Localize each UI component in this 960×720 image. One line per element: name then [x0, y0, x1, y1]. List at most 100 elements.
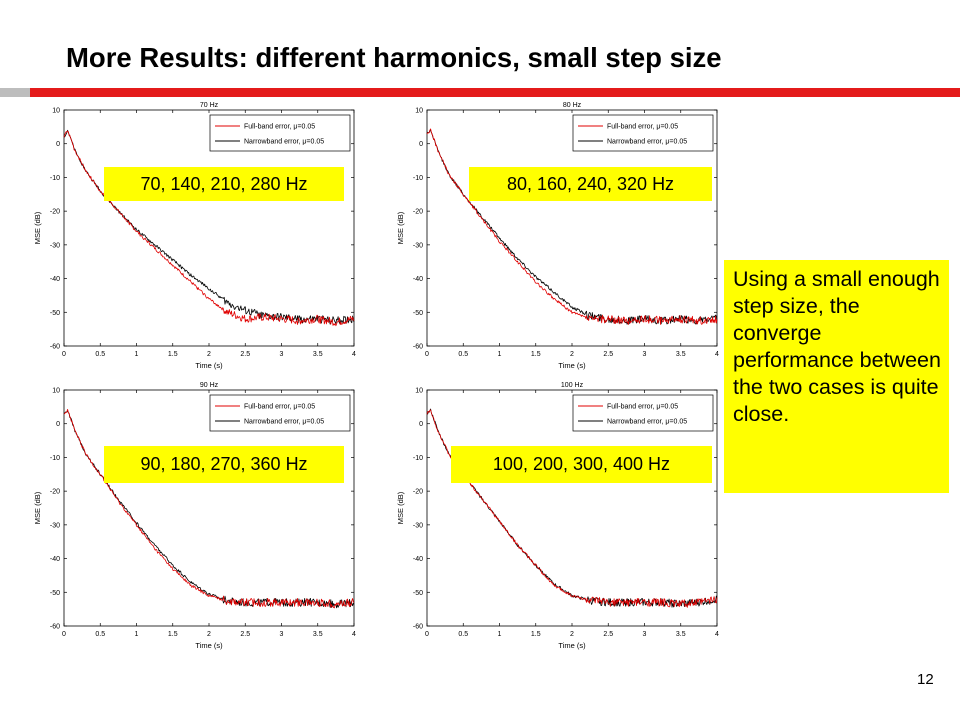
x-tick-label: 1	[498, 631, 502, 638]
legend-label-narrowband: Narrowband error, μ=0.05	[607, 419, 687, 426]
chart-svg: 80 Hz 0 0.5 1 1.5 2 2.5 3 3.5 4 10 0 -10 -20 -30 -40 -50…	[396, 102, 719, 370]
harmonics-label-80hz: 80, 160, 240, 320 Hz	[469, 167, 712, 201]
y-tick-label: -40	[50, 276, 60, 283]
harmonics-label-90hz: 90, 180, 270, 360 Hz	[104, 446, 344, 483]
x-tick-label: 1.5	[531, 351, 541, 358]
x-tick-label: 3	[280, 631, 284, 638]
legend-box	[209, 114, 351, 152]
y-tick-label: 0	[56, 141, 60, 148]
x-axis-label: Time (s)	[558, 361, 586, 370]
legend-box	[572, 114, 714, 152]
x-tick-label: 3.5	[313, 631, 323, 638]
x-tick-label: 4	[715, 631, 719, 638]
x-tick-label: 0.5	[95, 631, 105, 638]
page-number: 12	[917, 671, 934, 688]
x-tick-label: 3	[643, 351, 647, 358]
x-tick-label: 1.5	[531, 631, 541, 638]
x-axis-label: Time (s)	[558, 641, 586, 650]
x-tick-label: 4	[352, 631, 356, 638]
chart-70hz: 70 Hz 0 0.5 1 1.5 2 2.5 3 3.5 4 10 0 -10 -20 -30 -40 -50…	[30, 98, 360, 378]
harmonics-label-70hz: 70, 140, 210, 280 Hz	[104, 167, 344, 201]
series-line-narrowband	[426, 408, 718, 608]
x-tick-label: 0.5	[95, 351, 105, 358]
y-tick-label: -50	[50, 310, 60, 317]
y-tick-label: -40	[50, 556, 60, 563]
y-tick-label: -60	[50, 344, 60, 351]
series-line-full-band	[63, 408, 355, 609]
chart-svg: 100 Hz 0 0.5 1 1.5 2 2.5 3 3.5 4 10 0 -10 -20 -30 -40 -5…	[396, 382, 719, 650]
y-axis-label: MSE (dB)	[33, 211, 42, 244]
legend-label-full-band: Full-band error, μ=0.05	[607, 124, 678, 131]
series-line-full-band	[426, 128, 718, 325]
x-tick-label: 2.5	[240, 351, 250, 358]
x-tick-label: 2	[207, 631, 211, 638]
y-tick-label: -50	[50, 590, 60, 597]
x-axis-label: Time (s)	[195, 641, 223, 650]
x-tick-label: 0.5	[458, 631, 468, 638]
x-tick-label: 2.5	[603, 351, 613, 358]
y-tick-label: -10	[50, 175, 60, 182]
y-tick-label: -20	[50, 489, 60, 496]
x-tick-label: 1	[135, 351, 139, 358]
legend-box	[209, 394, 351, 432]
y-tick-label: -20	[413, 489, 423, 496]
y-tick-label: -60	[413, 344, 423, 351]
legend-label-full-band: Full-band error, μ=0.05	[607, 404, 678, 411]
x-tick-label: 2	[207, 351, 211, 358]
harmonics-label-100hz: 100, 200, 300, 400 Hz	[451, 446, 712, 483]
y-axis-label: MSE (dB)	[396, 211, 405, 244]
chart-90hz: 90 Hz 0 0.5 1 1.5 2 2.5 3 3.5 4 10 0 -10 -20 -30 -40 -50…	[30, 378, 360, 658]
legend-label-full-band: Full-band error, μ=0.05	[244, 124, 315, 131]
x-tick-label: 0.5	[458, 351, 468, 358]
x-tick-label: 0	[62, 351, 66, 358]
legend-label-full-band: Full-band error, μ=0.05	[244, 404, 315, 411]
chart-title: 100 Hz	[561, 382, 584, 389]
y-tick-label: 0	[56, 421, 60, 428]
y-tick-label: -30	[413, 242, 423, 249]
y-tick-label: 10	[415, 108, 423, 115]
x-tick-label: 2.5	[240, 631, 250, 638]
chart-title: 70 Hz	[200, 102, 219, 109]
x-tick-label: 0	[425, 351, 429, 358]
y-tick-label: 10	[415, 388, 423, 395]
y-tick-label: 0	[419, 421, 423, 428]
legend-label-narrowband: Narrowband error, μ=0.05	[244, 139, 324, 146]
title-rule	[30, 88, 960, 97]
y-tick-label: -10	[413, 455, 423, 462]
chart-100hz: 100 Hz 0 0.5 1 1.5 2 2.5 3 3.5 4 10 0 -10 -20 -30 -40 -5…	[393, 378, 723, 658]
chart-legend: Full-band error, μ=0.05 Narrowband error,…	[572, 114, 714, 152]
y-tick-label: -30	[50, 242, 60, 249]
x-tick-label: 4	[715, 351, 719, 358]
y-tick-label: -30	[50, 522, 60, 529]
x-tick-label: 1.5	[168, 351, 178, 358]
title-rule-cap	[0, 88, 30, 97]
x-tick-label: 2	[570, 351, 574, 358]
x-tick-label: 4	[352, 351, 356, 358]
chart-svg: 90 Hz 0 0.5 1 1.5 2 2.5 3 3.5 4 10 0 -10 -20 -30 -40 -50…	[33, 382, 356, 650]
chart-title: 90 Hz	[200, 382, 219, 389]
y-tick-label: -60	[50, 624, 60, 631]
y-tick-label: -10	[413, 175, 423, 182]
legend-label-narrowband: Narrowband error, μ=0.05	[607, 139, 687, 146]
chart-legend: Full-band error, μ=0.05 Narrowband error,…	[572, 394, 714, 432]
y-tick-label: -20	[413, 209, 423, 216]
x-tick-label: 2.5	[603, 631, 613, 638]
y-tick-label: 10	[52, 108, 60, 115]
x-axis-label: Time (s)	[195, 361, 223, 370]
x-tick-label: 3.5	[313, 351, 323, 358]
x-tick-label: 3	[280, 351, 284, 358]
x-tick-label: 1.5	[168, 631, 178, 638]
x-tick-label: 0	[62, 631, 66, 638]
x-tick-label: 3	[643, 631, 647, 638]
y-tick-label: -40	[413, 276, 423, 283]
x-tick-label: 3.5	[676, 631, 686, 638]
legend-label-narrowband: Narrowband error, μ=0.05	[244, 419, 324, 426]
y-tick-label: -20	[50, 209, 60, 216]
y-axis-label: MSE (dB)	[396, 491, 405, 524]
y-tick-label: -40	[413, 556, 423, 563]
chart-title: 80 Hz	[563, 102, 582, 109]
chart-80hz: 80 Hz 0 0.5 1 1.5 2 2.5 3 3.5 4 10 0 -10 -20 -30 -40 -50…	[393, 98, 723, 378]
y-tick-label: -50	[413, 310, 423, 317]
slide-title: More Results: different harmonics, small…	[66, 42, 722, 73]
x-tick-label: 0	[425, 631, 429, 638]
